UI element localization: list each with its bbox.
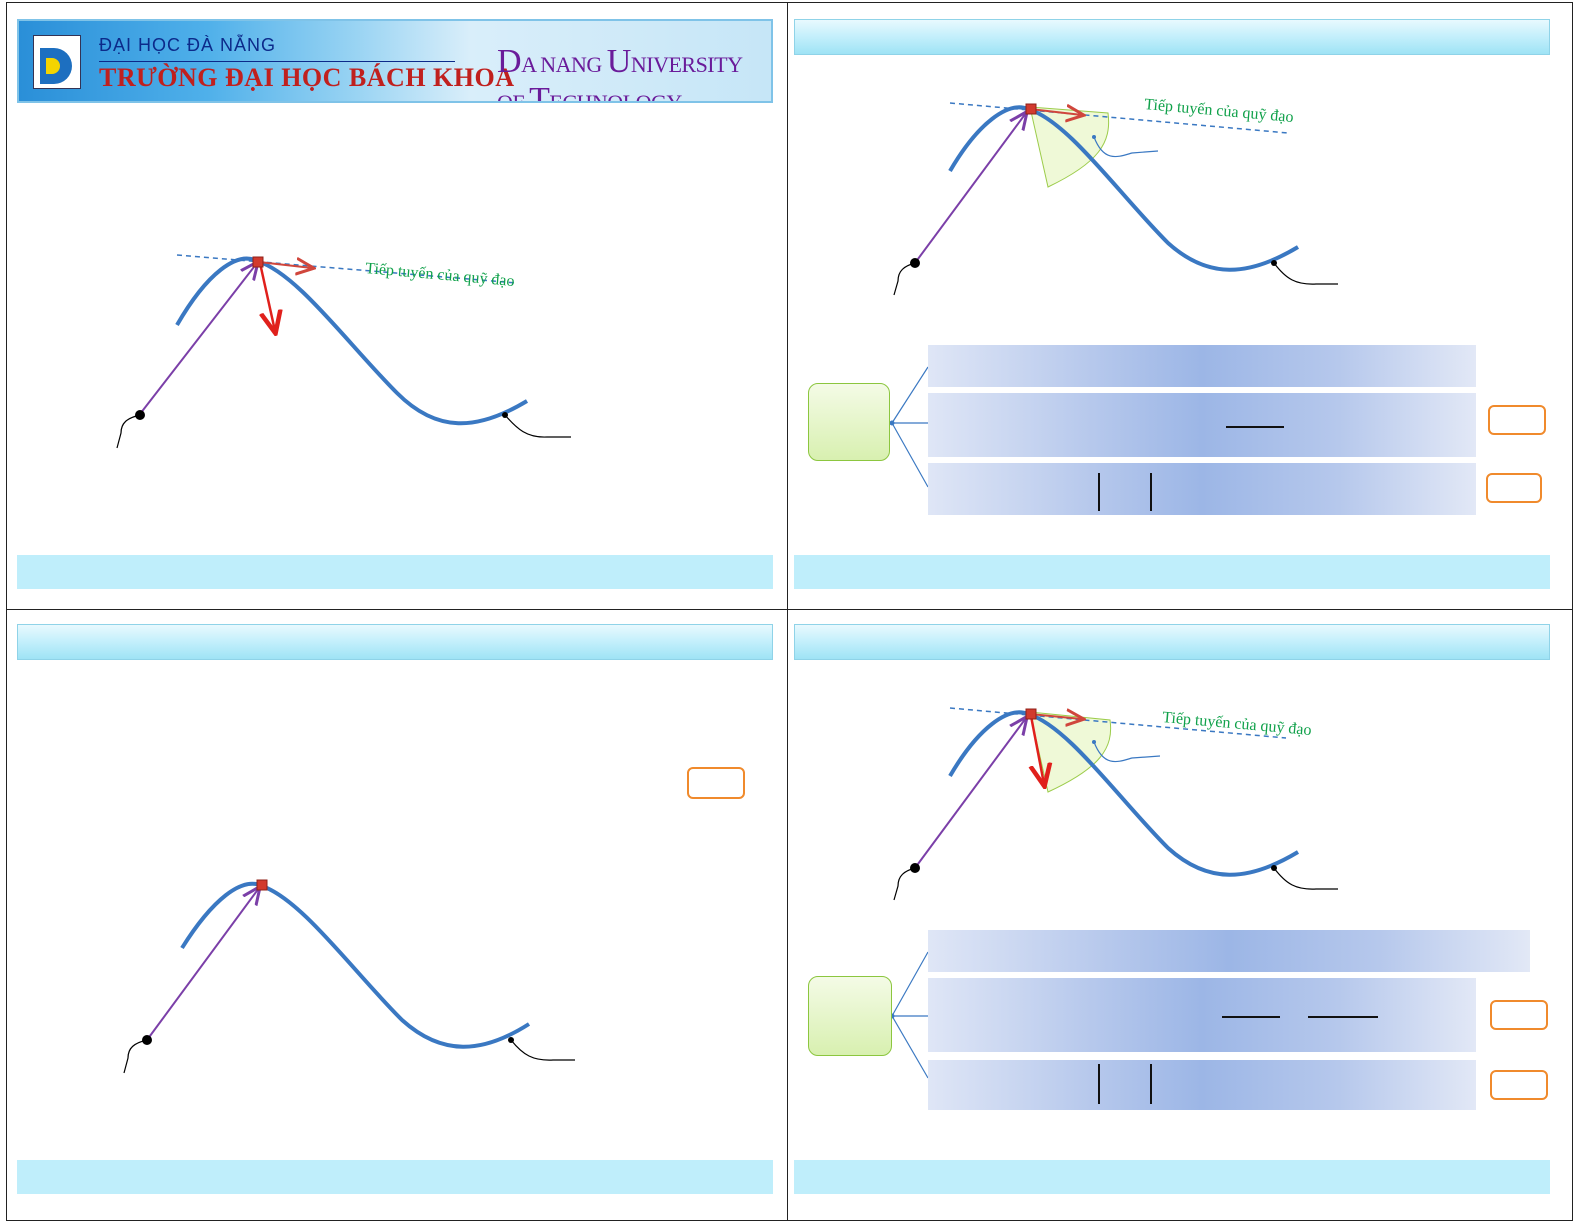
definition-panel-3 [928, 463, 1476, 515]
position-vector [914, 113, 1026, 264]
trajectory-curve [948, 105, 1300, 272]
banner-rule [99, 61, 455, 62]
concept-node-4 [808, 976, 892, 1056]
slide-4-footer-bar [794, 1160, 1550, 1194]
slide-2-footer-bar [794, 555, 1550, 589]
velocity-vector [1029, 714, 1082, 719]
tangent-label: Tiếp tuyến của quỹ đạo [1162, 709, 1313, 739]
velocity-vector [1029, 109, 1082, 115]
particle-marker [1025, 103, 1037, 115]
origin-leader [893, 262, 916, 296]
slide-2-title-bar [794, 19, 1550, 55]
equation-tag-1 [1488, 405, 1546, 435]
university-logo-icon [33, 35, 81, 89]
tangent-line [949, 707, 1287, 739]
banner-english-name: DA NANG UNIVERSITY OF TECHNOLOGY [497, 43, 742, 103]
definition-panel-1 [928, 345, 1476, 387]
equation-tag-5 [1490, 1070, 1548, 1100]
abs-bar-right-4 [1150, 1064, 1152, 1104]
angle-sector [1029, 106, 1110, 188]
slide-3 [6, 609, 788, 1221]
origin-leader [116, 414, 141, 449]
tangent-line [176, 254, 518, 284]
fraction-bar-1 [1222, 1016, 1280, 1018]
abs-bar-left-4 [1098, 1064, 1100, 1104]
definition-panel-4c [928, 1060, 1476, 1110]
angle-leader [1093, 136, 1159, 158]
abs-bar-right [1150, 473, 1152, 511]
position-vector [139, 263, 257, 415]
equation-tag-3 [687, 767, 745, 799]
trajectory-diagram-4: Tiếp tuyến của quỹ đạo [893, 707, 1338, 901]
angle-leader [1093, 741, 1161, 763]
end-leader [504, 414, 571, 438]
abs-bar-left [1098, 473, 1100, 511]
slide-4-title-bar [794, 624, 1550, 660]
particle-marker [256, 879, 268, 891]
concept-node [808, 383, 890, 461]
acceleration-vector [1031, 715, 1044, 784]
slide-1: ĐẠI HỌC ĐÀ NẴNG TRƯỜNG ĐẠI HỌC BÁCH KHOA… [6, 2, 788, 610]
trajectory-diagram: Tiếp tuyến của quỹ đạo [116, 254, 571, 449]
trajectory-curve [175, 256, 529, 426]
position-vector [914, 718, 1026, 869]
origin-leader [123, 1039, 148, 1074]
fraction-bar-2 [1308, 1016, 1378, 1018]
tangent-label: Tiếp tuyến của quỹ đạo [365, 260, 516, 290]
trajectory-curve [948, 710, 1300, 877]
trajectory-diagram-3 [123, 879, 575, 1074]
trajectory-curve [180, 881, 531, 1049]
definition-panel-2 [928, 393, 1476, 457]
slide-2: Tiếp tuyến của quỹ đạo [787, 2, 1573, 610]
banner-school-name: TRƯỜNG ĐẠI HỌC BÁCH KHOA [99, 63, 515, 92]
slide-4: Tiếp tuyến của quỹ đạo [787, 609, 1573, 1221]
definition-panel-4b [928, 978, 1476, 1052]
position-vector [146, 888, 259, 1041]
definition-panel-4a [928, 930, 1530, 972]
equation-tag-2 [1486, 473, 1542, 503]
fraction-bar [1226, 426, 1284, 428]
slide-3-title-bar [17, 624, 773, 660]
end-leader [1273, 262, 1338, 285]
end-leader [510, 1039, 575, 1061]
particle-marker [252, 256, 264, 268]
equation-tag-4 [1490, 1000, 1548, 1030]
tangent-line [949, 102, 1289, 134]
banner-university-name: ĐẠI HỌC ĐÀ NẴNG [99, 35, 277, 55]
origin-leader [893, 867, 916, 901]
particle-marker [1025, 708, 1037, 720]
velocity-vector [258, 262, 312, 268]
connector-lines [889, 366, 929, 488]
acceleration-vector [258, 262, 275, 331]
slide-1-footer-bar [17, 555, 773, 589]
trajectory-diagram-2: Tiếp tuyến của quỹ đạo [893, 96, 1338, 296]
university-banner: ĐẠI HỌC ĐÀ NẴNG TRƯỜNG ĐẠI HỌC BÁCH KHOA… [17, 19, 773, 103]
end-leader [1273, 867, 1338, 890]
slide-3-footer-bar [17, 1160, 773, 1194]
